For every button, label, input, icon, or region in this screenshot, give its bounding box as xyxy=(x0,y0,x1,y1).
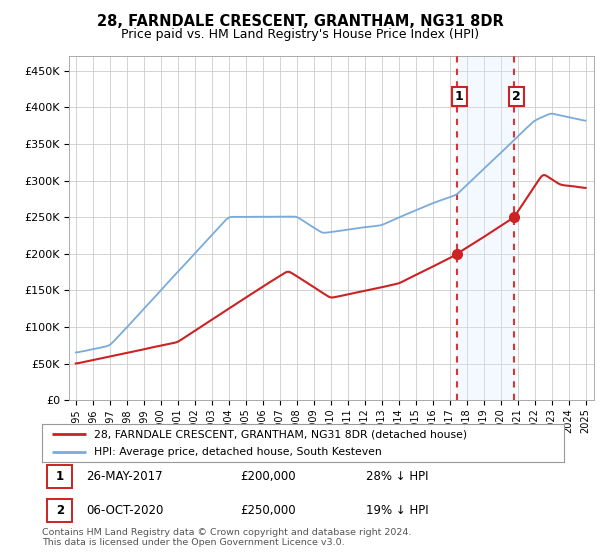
Text: HPI: Average price, detached house, South Kesteven: HPI: Average price, detached house, Sout… xyxy=(94,447,382,457)
Text: £200,000: £200,000 xyxy=(241,470,296,483)
Text: 19% ↓ HPI: 19% ↓ HPI xyxy=(365,504,428,517)
Text: 28, FARNDALE CRESCENT, GRANTHAM, NG31 8DR (detached house): 28, FARNDALE CRESCENT, GRANTHAM, NG31 8D… xyxy=(94,429,467,439)
Text: 26-MAY-2017: 26-MAY-2017 xyxy=(86,470,163,483)
Text: 28% ↓ HPI: 28% ↓ HPI xyxy=(365,470,428,483)
Text: 28, FARNDALE CRESCENT, GRANTHAM, NG31 8DR: 28, FARNDALE CRESCENT, GRANTHAM, NG31 8D… xyxy=(97,14,503,29)
FancyBboxPatch shape xyxy=(47,465,72,488)
Text: Contains HM Land Registry data © Crown copyright and database right 2024.
This d: Contains HM Land Registry data © Crown c… xyxy=(42,528,412,547)
Text: 1: 1 xyxy=(56,470,64,483)
Text: 2: 2 xyxy=(56,504,64,517)
Text: 2: 2 xyxy=(512,90,521,103)
Bar xyxy=(457,56,514,400)
Text: 1: 1 xyxy=(455,90,464,103)
Text: 06-OCT-2020: 06-OCT-2020 xyxy=(86,504,164,517)
Text: Price paid vs. HM Land Registry's House Price Index (HPI): Price paid vs. HM Land Registry's House … xyxy=(121,28,479,41)
FancyBboxPatch shape xyxy=(47,499,72,522)
Text: £250,000: £250,000 xyxy=(241,504,296,517)
